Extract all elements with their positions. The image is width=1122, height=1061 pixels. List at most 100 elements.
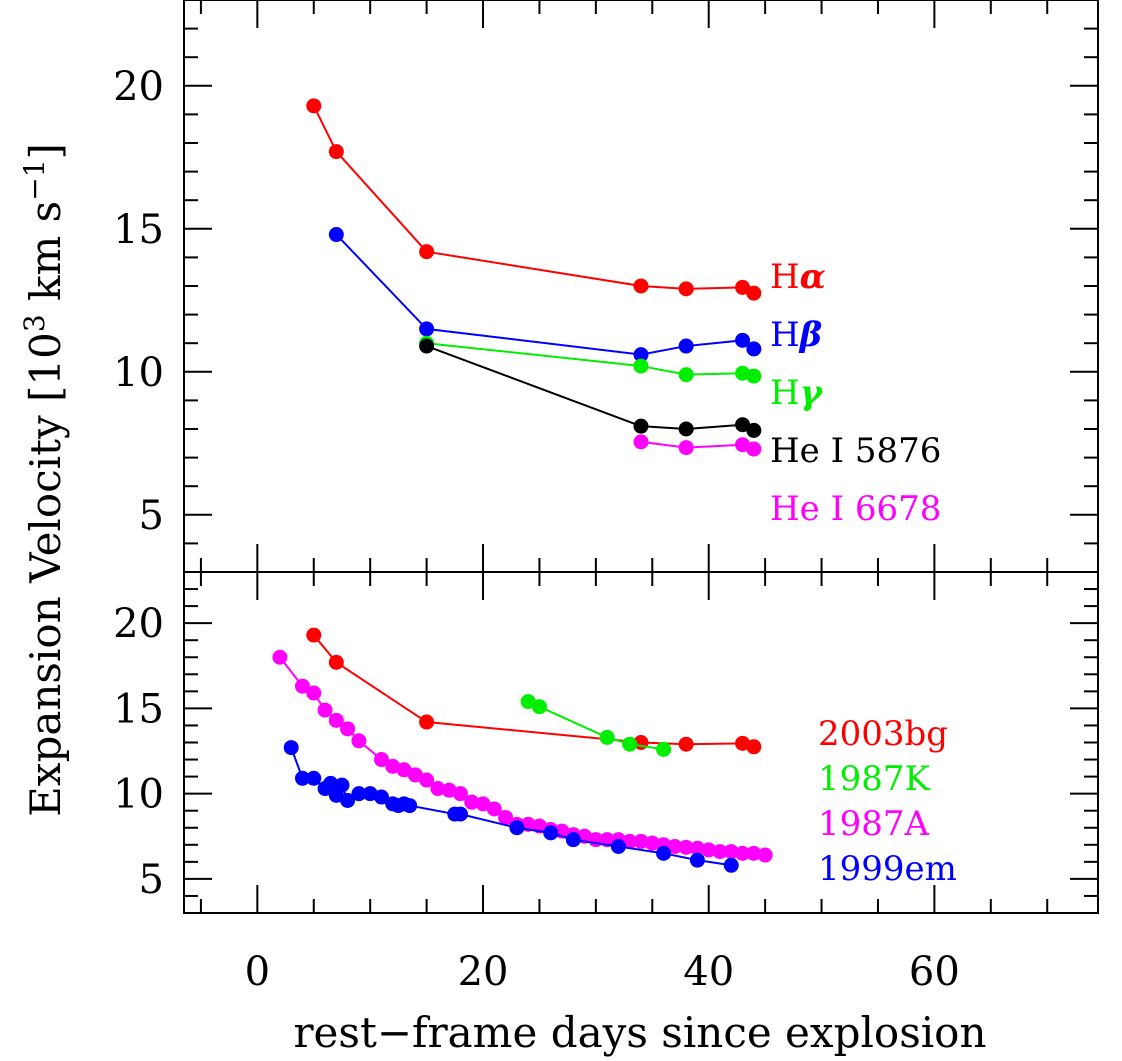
legend-label: He I 5876 (770, 431, 941, 471)
data-point (633, 347, 649, 363)
data-point (419, 244, 435, 260)
data-point (678, 440, 694, 456)
data-point (633, 418, 649, 434)
data-point (678, 281, 694, 297)
data-point (306, 627, 322, 643)
data-point (520, 694, 536, 710)
data-point (689, 840, 705, 856)
data-point (430, 781, 446, 797)
y-tick-label: 10 (113, 350, 164, 396)
data-point (735, 845, 751, 861)
x-tick-label: 60 (909, 949, 960, 995)
data-point (283, 740, 299, 756)
y-axis-title-exp2: −1 (18, 159, 51, 200)
data-point (622, 736, 638, 752)
data-point (328, 712, 344, 728)
data-point (633, 278, 649, 294)
data-point (735, 735, 751, 751)
data-point (678, 736, 694, 752)
data-point (667, 839, 683, 855)
series-hβ (328, 227, 762, 363)
y-tick-label: 15 (113, 207, 164, 253)
data-point (565, 832, 581, 848)
data-point (757, 847, 773, 863)
data-point (362, 786, 378, 802)
data-point (351, 786, 367, 802)
x-tick-labels: 0 20 40 60 (245, 949, 960, 995)
data-point (328, 654, 344, 670)
y-axis-title-exp1: 3 (18, 314, 51, 332)
data-point (419, 772, 435, 788)
series-line (426, 345, 755, 432)
data-point (373, 752, 389, 768)
series-he-i-5876 (419, 338, 762, 438)
data-point (712, 844, 728, 860)
data-point (735, 417, 751, 433)
series-1999em (283, 740, 739, 873)
data-point (385, 758, 401, 774)
legend-label: He I 6678 (770, 489, 941, 529)
data-point (419, 321, 435, 337)
legend-label: Hα (770, 257, 826, 297)
data-point (644, 835, 660, 851)
data-point (328, 144, 344, 160)
data-point (272, 649, 288, 665)
data-point (633, 833, 649, 849)
data-point (294, 770, 310, 786)
series-1987k (520, 694, 672, 757)
data-point (306, 98, 322, 114)
data-point (340, 792, 356, 808)
data-point (678, 421, 694, 437)
data-point (452, 786, 468, 802)
x-axis-title: rest−frame days since explosion (293, 1008, 986, 1057)
data-point (746, 422, 762, 438)
data-point (678, 367, 694, 383)
top-panel: 5 10 15 20 Hα Hβ Hγ He I 5876 He I 6678 (113, 0, 1099, 573)
y-tick-label: 20 (113, 601, 164, 647)
data-point (396, 762, 412, 778)
data-point (735, 437, 751, 453)
x-tick-label: 40 (683, 949, 734, 995)
y-tick-label: 5 (139, 493, 164, 539)
series-line (335, 233, 755, 356)
data-point (656, 741, 672, 757)
data-point (746, 341, 762, 357)
data-point (334, 777, 350, 793)
legend-label: 1987A (818, 804, 930, 844)
series-line (312, 105, 755, 295)
data-point (475, 796, 491, 812)
legend-label: 2003bg (818, 714, 948, 754)
data-point (633, 434, 649, 450)
data-point (317, 702, 333, 718)
data-point (678, 338, 694, 354)
data-point (610, 839, 626, 855)
data-point (723, 844, 739, 860)
data-point (452, 806, 468, 822)
data-point (656, 845, 672, 861)
series-line (312, 634, 755, 748)
data-point (746, 845, 762, 861)
y-axis-title-mid: km s (21, 201, 70, 315)
data-point (498, 810, 514, 826)
data-point (419, 714, 435, 730)
data-point (351, 733, 367, 749)
series-2003bg (306, 627, 762, 755)
data-point (746, 739, 762, 755)
legend-label: 1999em (818, 849, 957, 889)
series-he-i-6678 (633, 434, 762, 457)
data-point (402, 798, 418, 814)
legend-label: Hβ (770, 315, 822, 355)
y-tick-label: 15 (113, 686, 164, 732)
data-point (407, 767, 423, 783)
x-tick-label: 0 (245, 949, 270, 995)
y-tick-label: 10 (113, 772, 164, 818)
series-hα (306, 98, 762, 301)
data-point (622, 833, 638, 849)
y-tick-label: 5 (139, 857, 164, 903)
y-axis-title-end: ] (21, 143, 70, 159)
data-point (464, 794, 480, 810)
bottom-panel: 5 10 15 20 2003bg 1987K 1987A 1999em (113, 571, 1099, 914)
data-point (306, 685, 322, 701)
legend-label: 1987K (818, 759, 931, 799)
